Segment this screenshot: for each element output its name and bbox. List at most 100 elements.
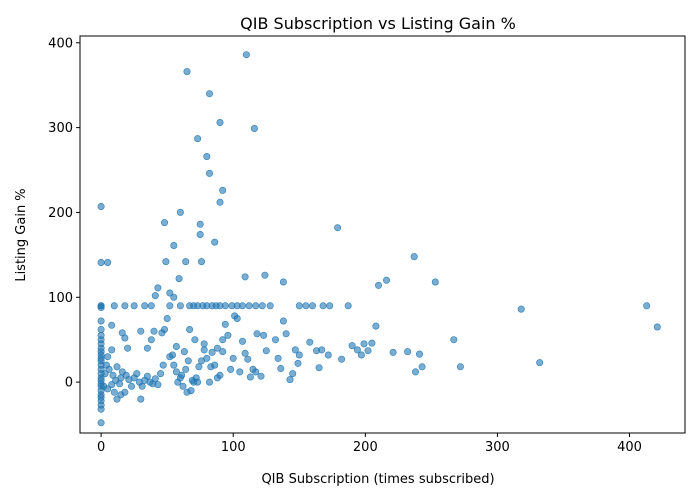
y-tick-label: 100 <box>48 291 73 306</box>
data-point <box>294 359 302 367</box>
data-point <box>282 330 290 338</box>
data-point <box>250 125 258 133</box>
data-point <box>360 340 368 348</box>
data-point <box>239 302 247 310</box>
data-point <box>450 336 458 344</box>
data-point <box>216 198 224 206</box>
data-point <box>203 354 211 362</box>
data-point <box>97 317 105 325</box>
data-point <box>137 327 145 335</box>
data-point <box>277 364 285 372</box>
data-point <box>203 153 211 161</box>
data-point <box>289 370 297 378</box>
data-point <box>166 302 174 310</box>
data-point <box>643 302 651 310</box>
data-point <box>176 208 184 216</box>
data-point <box>194 378 202 386</box>
data-point <box>252 368 260 376</box>
data-point <box>219 186 227 194</box>
data-point <box>183 68 191 76</box>
data-point <box>364 347 372 355</box>
data-point <box>97 419 105 427</box>
data-point <box>97 203 105 211</box>
data-point <box>110 388 118 396</box>
data-point <box>166 289 174 297</box>
x-tick-label: 100 <box>221 440 246 455</box>
data-point <box>130 302 138 310</box>
x-tick-label: 200 <box>353 440 378 455</box>
data-point <box>133 370 141 378</box>
data-point <box>97 325 105 333</box>
data-point <box>208 348 216 356</box>
data-point <box>302 302 310 310</box>
data-point <box>116 380 124 388</box>
data-point <box>219 348 227 356</box>
data-point <box>172 342 180 350</box>
data-point <box>179 382 187 390</box>
data-point <box>219 336 227 344</box>
data-point <box>245 302 253 310</box>
x-axis-ticks: 0 100 200 300 400 <box>97 433 642 455</box>
data-point <box>279 278 287 286</box>
data-point <box>150 327 158 335</box>
x-tick-label: 400 <box>617 440 642 455</box>
data-point <box>169 351 177 359</box>
data-point <box>239 337 247 345</box>
data-point <box>147 302 155 310</box>
data-point <box>295 302 303 310</box>
data-point <box>104 385 112 393</box>
data-point <box>344 302 352 310</box>
data-point <box>241 349 249 357</box>
data-point <box>170 361 178 369</box>
data-point <box>138 382 146 390</box>
data-point <box>291 346 299 354</box>
data-point <box>253 330 261 338</box>
data-points <box>97 51 661 427</box>
data-point <box>161 325 169 333</box>
data-point <box>174 378 182 386</box>
data-point <box>170 242 178 250</box>
data-point <box>258 302 266 310</box>
data-point <box>257 372 265 380</box>
data-point <box>348 342 356 350</box>
data-point <box>411 368 419 376</box>
data-point <box>108 321 116 329</box>
data-point <box>246 373 254 381</box>
data-point <box>180 348 188 356</box>
y-axis-ticks: 0 100 200 300 400 <box>48 36 80 391</box>
data-point <box>170 293 178 301</box>
data-point <box>242 51 250 59</box>
data-point <box>271 336 279 344</box>
data-point <box>147 336 155 344</box>
data-point <box>206 378 214 386</box>
y-tick-label: 0 <box>65 376 73 391</box>
data-point <box>431 278 439 286</box>
data-point <box>306 338 314 346</box>
data-point <box>372 322 380 330</box>
data-point <box>121 302 129 310</box>
data-point <box>143 372 151 380</box>
data-point <box>108 381 116 389</box>
data-point <box>194 135 202 143</box>
data-point <box>334 224 342 232</box>
y-tick-label: 200 <box>48 206 73 221</box>
y-axis-label: Listing Gain % <box>14 188 29 281</box>
data-point <box>137 395 145 403</box>
data-point <box>151 292 159 300</box>
data-point <box>124 344 132 352</box>
data-point <box>262 347 270 355</box>
data-point <box>252 302 260 310</box>
data-point <box>151 375 159 383</box>
data-point <box>121 388 129 396</box>
data-point <box>295 351 303 359</box>
data-point <box>233 314 241 322</box>
data-point <box>176 302 184 310</box>
data-point <box>308 302 316 310</box>
data-point <box>418 363 426 371</box>
data-point <box>113 395 121 403</box>
chart-title: QIB Subscription vs Listing Gain % <box>240 14 516 33</box>
data-point <box>206 90 214 98</box>
data-point <box>315 364 323 372</box>
data-point <box>221 320 229 328</box>
